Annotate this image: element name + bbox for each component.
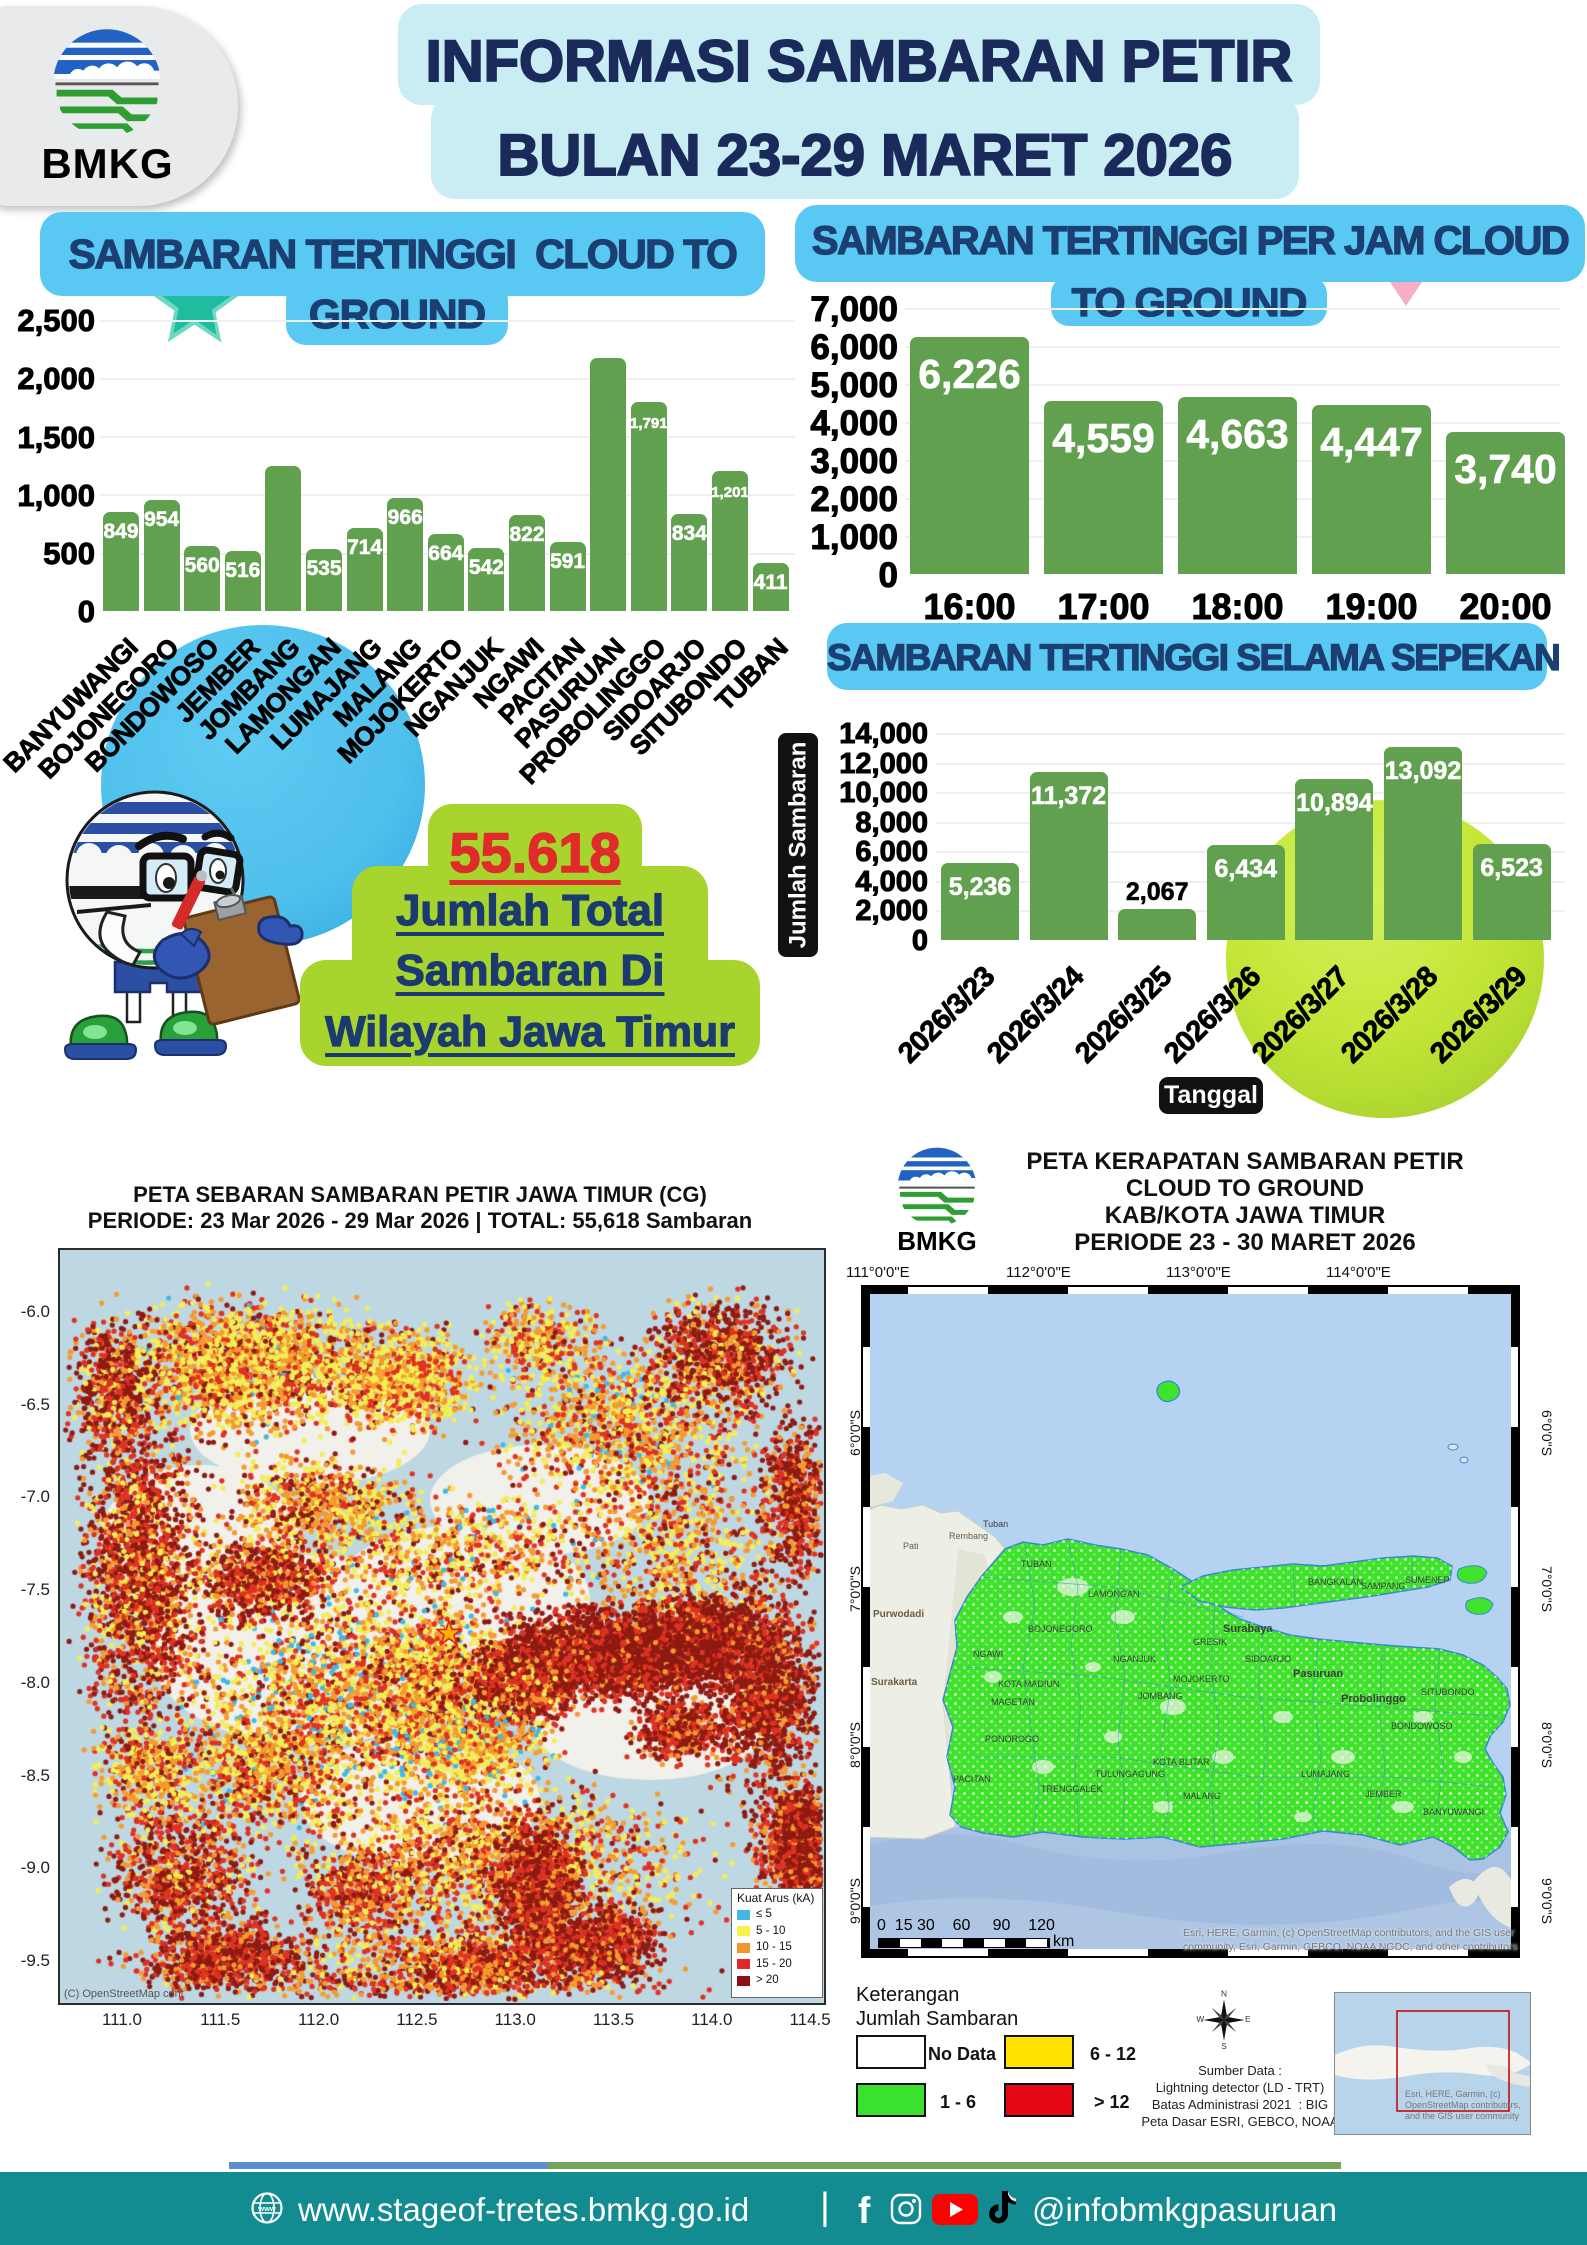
svg-text:GRESIK: GRESIK [1193, 1637, 1227, 1647]
svg-text:MOJOKERTO: MOJOKERTO [1173, 1674, 1230, 1684]
svg-text:SUMENEP: SUMENEP [1405, 1575, 1450, 1585]
svg-text:SAMPANG: SAMPANG [1361, 1581, 1405, 1591]
svg-text:LAMONGAN: LAMONGAN [1088, 1589, 1140, 1599]
svg-text:Probolinggo: Probolinggo [1341, 1693, 1406, 1705]
svg-text:W: W [1196, 2015, 1204, 2024]
svg-text:N: N [1221, 1989, 1227, 1998]
svg-text:E: E [1245, 2015, 1251, 2024]
svg-text:JEMBER: JEMBER [1365, 1789, 1402, 1799]
svg-text:Surakarta: Surakarta [871, 1677, 918, 1688]
svg-text:www: www [257, 2204, 276, 2213]
svg-text:KOTA MADIUN: KOTA MADIUN [998, 1679, 1059, 1689]
svg-text:BANYUWANGI: BANYUWANGI [1423, 1807, 1484, 1817]
svg-text:Pati: Pati [903, 1541, 919, 1551]
svg-text:NGAWI: NGAWI [973, 1649, 1003, 1659]
svg-text:S: S [1221, 2042, 1227, 2050]
svg-text:TULUNGAGUNG: TULUNGAGUNG [1095, 1769, 1165, 1779]
svg-text:SITUBONDO: SITUBONDO [1421, 1687, 1475, 1697]
svg-text:BONDOWOSO: BONDOWOSO [1391, 1721, 1453, 1731]
svg-text:NGANJUK: NGANJUK [1113, 1654, 1156, 1664]
svg-text:BANGKALAN: BANGKALAN [1308, 1577, 1363, 1587]
svg-text:Tuban: Tuban [983, 1519, 1008, 1529]
svg-text:MALANG: MALANG [1183, 1791, 1221, 1801]
svg-text:Pasuruan: Pasuruan [1293, 1668, 1343, 1680]
svg-text:TUBAN: TUBAN [1021, 1559, 1052, 1569]
svg-text:KOTA BLITAR: KOTA BLITAR [1153, 1757, 1210, 1767]
svg-text:LUMAJANG: LUMAJANG [1301, 1769, 1350, 1779]
svg-text:BOJONEGORO: BOJONEGORO [1028, 1624, 1093, 1634]
svg-text:Surabaya: Surabaya [1223, 1623, 1273, 1635]
svg-text:MAGETAN: MAGETAN [991, 1697, 1035, 1707]
svg-text:PACITAN: PACITAN [953, 1774, 991, 1784]
svg-text:Rembang: Rembang [949, 1531, 988, 1541]
svg-text:Purwodadi: Purwodadi [873, 1609, 924, 1620]
svg-text:TRENGGALEK: TRENGGALEK [1041, 1784, 1103, 1794]
svg-text:PONOROGO: PONOROGO [985, 1734, 1039, 1744]
svg-text:JOMBANG: JOMBANG [1138, 1691, 1183, 1701]
svg-text:SIDOARJO: SIDOARJO [1245, 1654, 1291, 1664]
